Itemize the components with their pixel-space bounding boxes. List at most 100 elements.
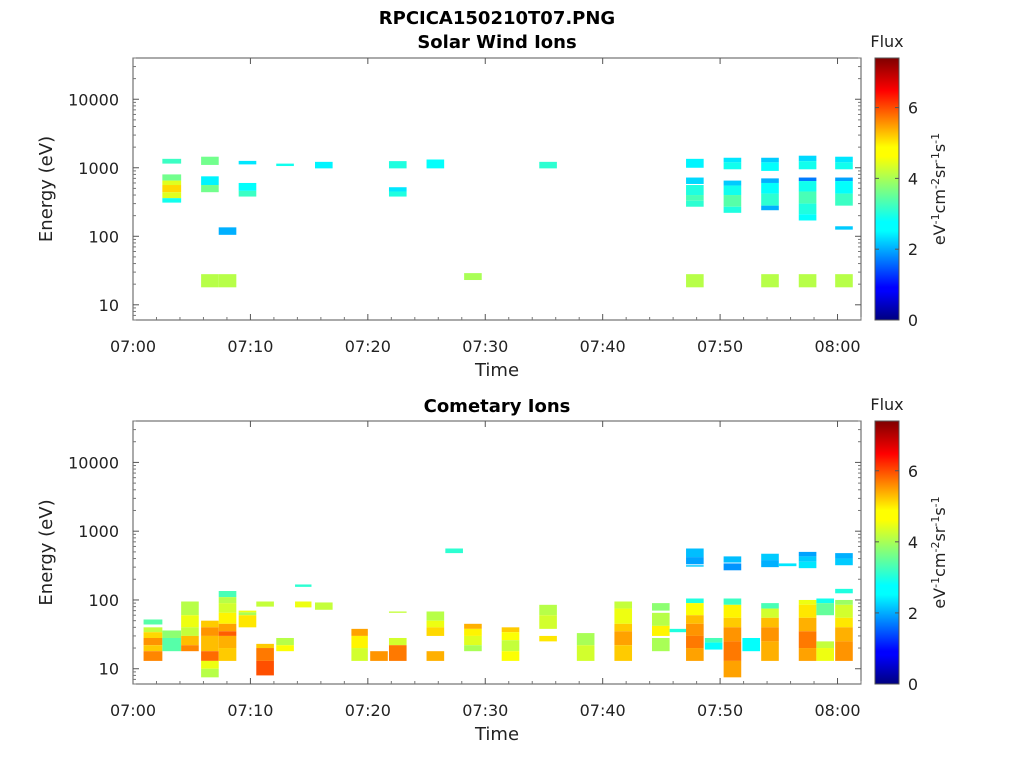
x-axis-label: Time (474, 360, 519, 381)
heatmap-cell (143, 619, 163, 625)
heatmap-cell (181, 645, 199, 652)
heatmap-cell (686, 185, 704, 196)
heatmap-cell (181, 627, 199, 636)
heatmap-cell (798, 648, 817, 661)
heatmap-cell (835, 274, 853, 288)
heatmap-cell (761, 641, 779, 661)
heatmap-cell (256, 601, 274, 607)
heatmap-cell (162, 180, 182, 186)
heatmap-cell (351, 635, 368, 649)
heatmap-cell (761, 560, 779, 568)
heatmap-cell (426, 611, 445, 621)
heatmap-cell (501, 632, 520, 641)
heatmap-cell (778, 563, 797, 567)
y-tick-label: 10000 (68, 90, 119, 109)
heatmap-cell (723, 162, 742, 170)
heatmap-cell (315, 602, 333, 610)
heatmap-cell (686, 195, 704, 201)
heatmap-cell (143, 651, 163, 661)
heatmap-cell (501, 627, 520, 633)
figure-title: RPCICA150210T07.PNG (379, 8, 615, 29)
x-tick-label: 07:30 (462, 337, 508, 356)
heatmap-cell (835, 641, 853, 661)
heatmap-cell (539, 635, 557, 642)
heatmap-cell (686, 635, 704, 649)
heatmap-cell (686, 158, 704, 168)
heatmap-cell (218, 631, 237, 636)
heatmap-cell (816, 598, 834, 604)
heatmap-cell (181, 615, 199, 628)
heatmap-cell (201, 660, 219, 669)
heatmap-cell (614, 623, 633, 632)
heatmap-cell (201, 274, 219, 288)
heatmap-cell (276, 637, 294, 646)
heatmap-cell (238, 610, 257, 613)
colorbar-title: Flux (870, 395, 903, 414)
heatmap-cell (201, 620, 219, 628)
heatmap-cell (181, 635, 199, 646)
heatmap-cell (218, 612, 237, 624)
heatmap-cell (201, 156, 219, 165)
heatmap-cell (798, 561, 817, 569)
x-tick-label: 07:20 (345, 337, 391, 356)
heatmap-cell (686, 200, 704, 207)
x-tick-label: 07:10 (227, 701, 273, 720)
heatmap-cell (315, 161, 333, 169)
heatmap-cell (798, 631, 817, 649)
colorbar-title: Flux (870, 32, 903, 51)
heatmap-cell (218, 648, 237, 661)
panel-2: Cometary Ions 07:00 07:10 07:20 07:30 07:40 07… (36, 395, 949, 745)
x-tick-label: 07:00 (110, 701, 156, 720)
heatmap-cell (614, 631, 633, 646)
heatmap-cell (798, 599, 817, 605)
colorbar-tick-label: 4 (908, 533, 918, 552)
heatmap-cell (539, 615, 557, 629)
colorbar-tick-label: 2 (908, 604, 918, 623)
heatmap-cell (835, 604, 853, 618)
heatmap-cell (218, 623, 237, 632)
heatmap-cell (238, 190, 257, 197)
y-tick-label: 1000 (78, 159, 119, 178)
colorbar-tick-label: 2 (908, 240, 918, 259)
x-tick-label: 07:50 (697, 337, 743, 356)
heatmap-cell (723, 627, 742, 642)
heatmap-cell (669, 628, 688, 633)
heatmap-cell (388, 611, 407, 613)
heatmap-cells (162, 155, 853, 288)
colorbar (874, 57, 900, 321)
heatmap-cell (388, 161, 407, 169)
heatmap-cell (761, 608, 779, 618)
colorbar-tick-label: 0 (908, 311, 918, 330)
heatmap-cell (162, 637, 182, 652)
heatmap-cell (201, 627, 219, 636)
heatmap-cell (835, 599, 853, 605)
heatmap-cell (256, 643, 274, 649)
heatmap-cell (464, 628, 482, 636)
heatmap-cell (426, 159, 445, 169)
heatmap-cell (218, 635, 237, 649)
heatmap-cell (835, 558, 853, 566)
heatmap-cell (539, 161, 557, 169)
heatmap-cell (445, 548, 463, 554)
heatmap-cell (614, 601, 633, 609)
heatmap-cell (686, 598, 704, 604)
heatmap-cell (201, 635, 219, 652)
plot-frame (132, 420, 862, 685)
heatmap-cell (388, 191, 407, 197)
heatmap-cell (798, 556, 817, 562)
heatmap-cell (651, 637, 670, 652)
y-axis-label: Energy (eV) (36, 136, 57, 242)
heatmap-cell (798, 274, 817, 288)
heatmap-cell (723, 556, 742, 563)
heatmap-cell (686, 177, 704, 184)
panel-1: Solar Wind Ions 07:00 07:10 07:20 07:30 07:40… (36, 32, 949, 381)
heatmap-cell (143, 632, 163, 638)
heatmap-cell (218, 227, 237, 235)
heatmap-cell (798, 177, 817, 182)
heatmap-cell (835, 193, 853, 206)
y-axis-label: Energy (eV) (36, 499, 57, 605)
heatmap-cell (835, 617, 853, 628)
heatmap-cell (723, 195, 742, 207)
heatmap-cell (835, 588, 853, 594)
